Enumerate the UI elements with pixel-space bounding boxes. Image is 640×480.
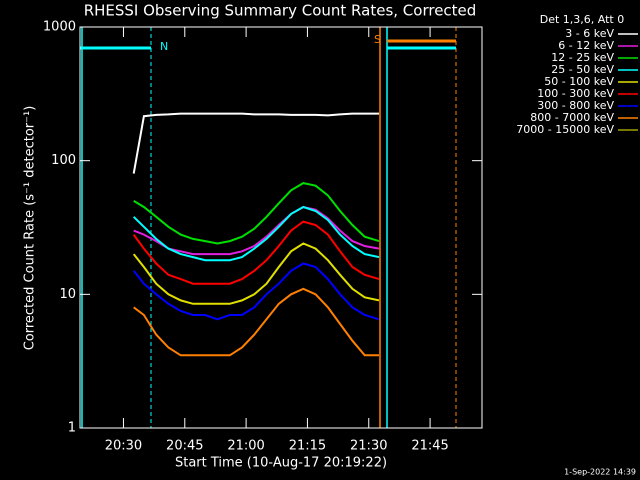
x-tick-label: 21:00 — [227, 439, 264, 454]
legend-label: 3 - 6 keV — [565, 27, 614, 40]
legend-title: Det 1,3,6, Att 0 — [540, 13, 624, 26]
y-tick-label: 100 — [51, 153, 76, 168]
legend-label: 300 - 800 keV — [537, 99, 614, 112]
series-line — [132, 220, 380, 285]
series-line — [133, 287, 379, 357]
x-tick-label: 20:45 — [166, 439, 203, 454]
x-tick-label: 21:15 — [289, 439, 326, 454]
x-axis-label: Start Time (10-Aug-17 20:19:22) — [175, 456, 387, 471]
flag-label: N — [160, 40, 168, 53]
y-tick-label: 1000 — [43, 20, 76, 35]
flags: N S — [80, 27, 457, 428]
series-line — [132, 242, 380, 305]
chart-title: RHESSI Observing Summary Count Rates, Co… — [84, 2, 477, 20]
y-axis-label: Corrected Count Rate (s⁻¹ detector⁻¹) — [23, 106, 38, 351]
footer: 1-Sep-2022 14:39 — [564, 468, 636, 477]
y-tick-label: 10 — [59, 287, 76, 302]
x-tick-label: 20:30 — [105, 439, 142, 454]
legend-label: 50 - 100 keV — [544, 75, 614, 88]
legend-label: 800 - 7000 keV — [530, 111, 614, 124]
flag-label: S — [374, 33, 381, 46]
legend-label: 7000 - 15000 keV — [516, 123, 614, 136]
legend-label: 12 - 25 keV — [551, 51, 614, 64]
x-tick-label: 21:30 — [350, 439, 387, 454]
x-tick-label: 21:45 — [411, 439, 448, 454]
series-line — [132, 262, 380, 321]
legend-label: 100 - 300 keV — [537, 87, 614, 100]
series-line — [132, 112, 379, 174]
series-line — [133, 182, 380, 245]
plot-frame — [79, 26, 483, 429]
legend-label: 6 - 12 keV — [558, 39, 614, 52]
series-line — [132, 205, 380, 262]
legend-label: 25 - 50 keV — [551, 63, 614, 76]
y-tick-label: 1 — [68, 421, 76, 436]
